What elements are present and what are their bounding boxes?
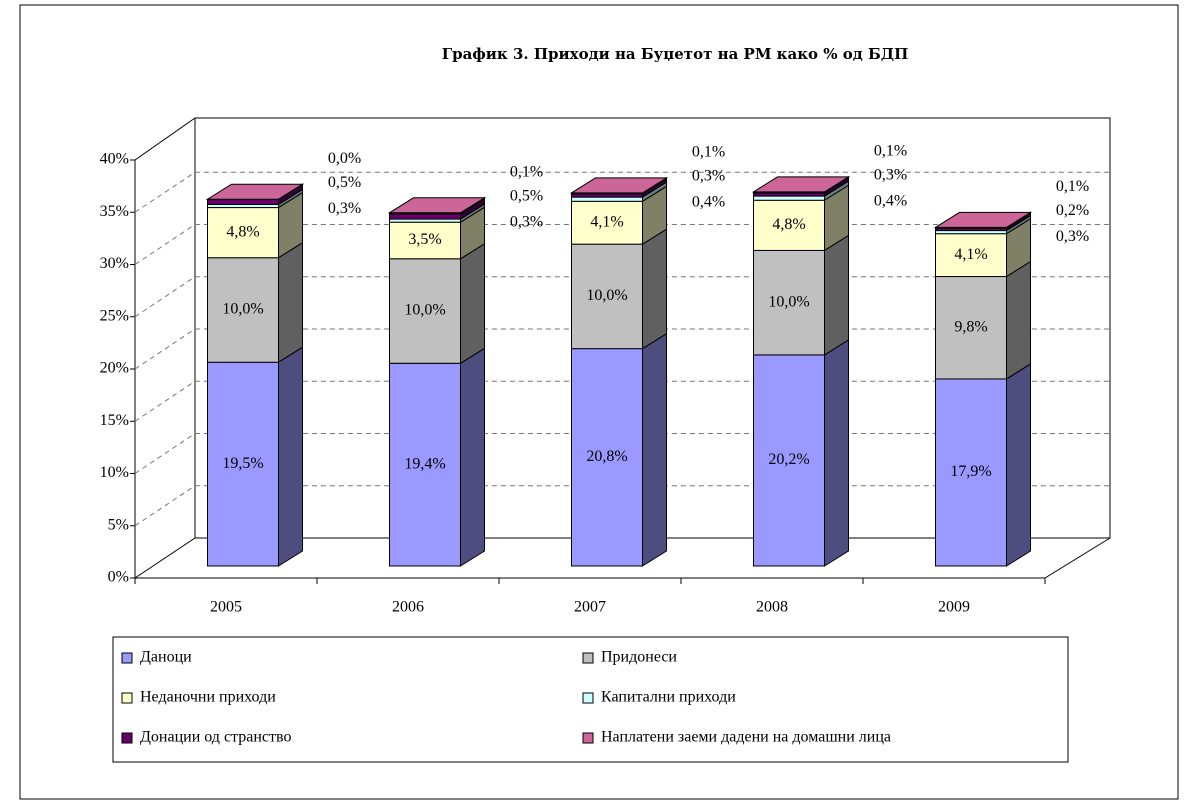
- legend-label: Капитални приходи: [601, 689, 736, 706]
- x-tick-label: 2007: [574, 599, 606, 616]
- y-tick-label: 15%: [100, 412, 129, 429]
- bar-segment: [753, 249, 825, 356]
- data-label: 10,0%: [404, 302, 445, 319]
- y-tick-label: 20%: [100, 360, 129, 377]
- legend-label: Даноци: [140, 649, 192, 666]
- data-label: 19,4%: [404, 455, 445, 472]
- bar-side: [460, 347, 485, 567]
- legend-label: Придонеси: [601, 649, 677, 666]
- legend-swatch: [582, 692, 594, 704]
- bar-side: [278, 346, 303, 567]
- bar-side: [1006, 260, 1031, 380]
- data-label: 4,8%: [772, 216, 805, 233]
- bar-segment: [207, 198, 279, 205]
- bar-side: [278, 241, 303, 364]
- bar-segment: [935, 378, 1007, 567]
- chart-title: График 3. Приходи на Буџетот на РМ како …: [442, 45, 909, 63]
- bar-side: [1006, 363, 1031, 567]
- x-tick-label: 2005: [210, 599, 242, 616]
- data-label: 20,8%: [586, 448, 627, 465]
- grid-line: [134, 380, 1110, 422]
- bar-side: [460, 242, 485, 365]
- bar-side: [824, 234, 849, 356]
- bar-segment: [935, 233, 1007, 278]
- bar-segment: [753, 195, 825, 201]
- legend-swatch: [121, 652, 133, 664]
- y-tick-label: 30%: [100, 255, 129, 272]
- bar-side: [642, 332, 667, 567]
- bar-segment: [207, 207, 279, 259]
- data-label: 10,0%: [586, 287, 627, 304]
- data-label: 0,3%: [510, 213, 543, 230]
- legend-swatch: [582, 732, 594, 744]
- grid-line: [134, 276, 1110, 318]
- legend-swatch: [121, 732, 133, 744]
- data-label: 4,1%: [590, 213, 623, 230]
- data-label: 0,5%: [510, 187, 543, 204]
- data-label: 17,9%: [950, 463, 991, 480]
- bar-segment: [571, 243, 643, 350]
- y-tick-label: 40%: [100, 151, 129, 168]
- legend-label: Неданочни приходи: [140, 689, 276, 706]
- y-tick-label: 5%: [108, 516, 129, 533]
- bar-segment: [389, 221, 461, 260]
- data-label: 0,3%: [1056, 228, 1089, 245]
- x-tick-label: 2008: [756, 599, 788, 616]
- legend-label: Наплатени заеми дадени на домашни лица: [601, 729, 891, 746]
- y-tick-label: 35%: [100, 203, 129, 220]
- legend-label: Донации од странство: [140, 729, 291, 746]
- data-label: 0,5%: [328, 174, 361, 191]
- grid-line: [134, 328, 1110, 370]
- bar-side: [642, 228, 667, 350]
- grid-line: [134, 224, 1110, 265]
- data-label: 0,3%: [328, 200, 361, 217]
- bar-segment: [389, 258, 461, 364]
- bar-top: [569, 177, 669, 194]
- data-label: 0,4%: [692, 194, 725, 211]
- grid-line: [134, 433, 1110, 474]
- grid-line: [134, 171, 1110, 213]
- bar-top: [387, 197, 487, 214]
- bar-side: [824, 339, 849, 567]
- data-label: 0,3%: [874, 167, 907, 184]
- x-tick-label: 2009: [938, 599, 970, 616]
- data-label: 0,1%: [874, 143, 907, 160]
- bar-top: [933, 211, 1033, 228]
- data-label: 9,8%: [954, 318, 987, 335]
- y-tick-label: 10%: [100, 464, 129, 481]
- bar-top: [205, 183, 305, 200]
- bar-top: [751, 176, 851, 193]
- data-label: 4,8%: [226, 223, 259, 240]
- data-label: 10,0%: [768, 293, 809, 310]
- data-label: 19,5%: [222, 455, 263, 472]
- data-label: 0,0%: [328, 150, 361, 167]
- data-label: 0,2%: [1056, 202, 1089, 219]
- data-label: 0,1%: [1056, 178, 1089, 195]
- y-tick-label: 25%: [100, 307, 129, 324]
- bar-segment: [389, 362, 461, 567]
- x-tick-label: 2006: [392, 599, 424, 616]
- data-label: 10,0%: [222, 301, 263, 318]
- legend-swatch: [582, 652, 594, 664]
- bar-segment: [571, 196, 643, 202]
- data-label: 0,1%: [692, 144, 725, 161]
- legend-swatch: [121, 692, 133, 704]
- bar-segment: [571, 348, 643, 567]
- data-label: 3,5%: [408, 231, 441, 248]
- bar-segment: [389, 213, 461, 220]
- grid-line: [134, 485, 1110, 527]
- bar-segment: [753, 354, 825, 567]
- bar-segment: [207, 361, 279, 567]
- data-label: 4,1%: [954, 246, 987, 263]
- y-tick-label: 0%: [108, 569, 129, 586]
- data-label: 0,3%: [692, 168, 725, 185]
- data-label: 0,1%: [510, 163, 543, 180]
- data-label: 0,4%: [874, 193, 907, 210]
- data-label: 20,2%: [768, 451, 809, 468]
